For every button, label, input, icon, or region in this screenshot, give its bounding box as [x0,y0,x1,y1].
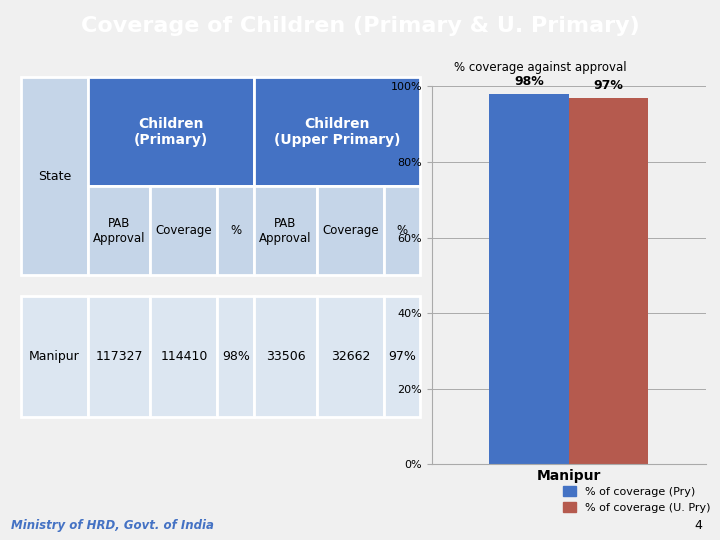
Text: 97%: 97% [594,79,624,92]
Text: Ministry of HRD, Govt. of India: Ministry of HRD, Govt. of India [11,519,214,532]
Bar [254,77,420,186]
Text: 97%: 97% [388,350,416,363]
Legend: % of coverage (Pry), % of coverage (U. Pry): % of coverage (Pry), % of coverage (U. P… [563,487,711,513]
Text: 114410: 114410 [161,350,207,363]
Bar [317,296,384,417]
Text: 32662: 32662 [330,350,370,363]
Text: Coverage of Children (Primary & U. Primary): Coverage of Children (Primary & U. Prima… [81,16,639,36]
Text: State: State [37,170,71,183]
Text: 98%: 98% [514,75,544,88]
Text: Coverage: Coverage [322,224,379,238]
Text: PAB
Approval: PAB Approval [93,217,145,245]
Bar [254,296,317,417]
Bar [150,186,217,275]
Bar [21,296,88,417]
Text: %: % [230,224,241,238]
Bar [88,296,150,417]
Text: 33506: 33506 [266,350,305,363]
Text: 98%: 98% [222,350,250,363]
Text: 117327: 117327 [96,350,143,363]
Bar [88,77,254,186]
Bar [384,296,420,417]
Bar [254,186,317,275]
Bar [569,98,649,464]
Bar [21,77,88,275]
Bar [317,186,384,275]
Text: 4: 4 [694,519,702,532]
Bar [88,186,150,275]
Text: Children
(Upper Primary): Children (Upper Primary) [274,117,400,147]
Text: %: % [397,224,408,238]
Text: % coverage against approval: % coverage against approval [454,61,626,74]
Text: Manipur: Manipur [29,350,80,363]
Text: PAB
Approval: PAB Approval [259,217,312,245]
Bar [489,94,569,464]
Text: Children
(Primary): Children (Primary) [134,117,208,147]
Bar [150,296,217,417]
Bar [217,296,254,417]
Bar [384,186,420,275]
Bar [217,186,254,275]
Text: Coverage: Coverage [156,224,212,238]
